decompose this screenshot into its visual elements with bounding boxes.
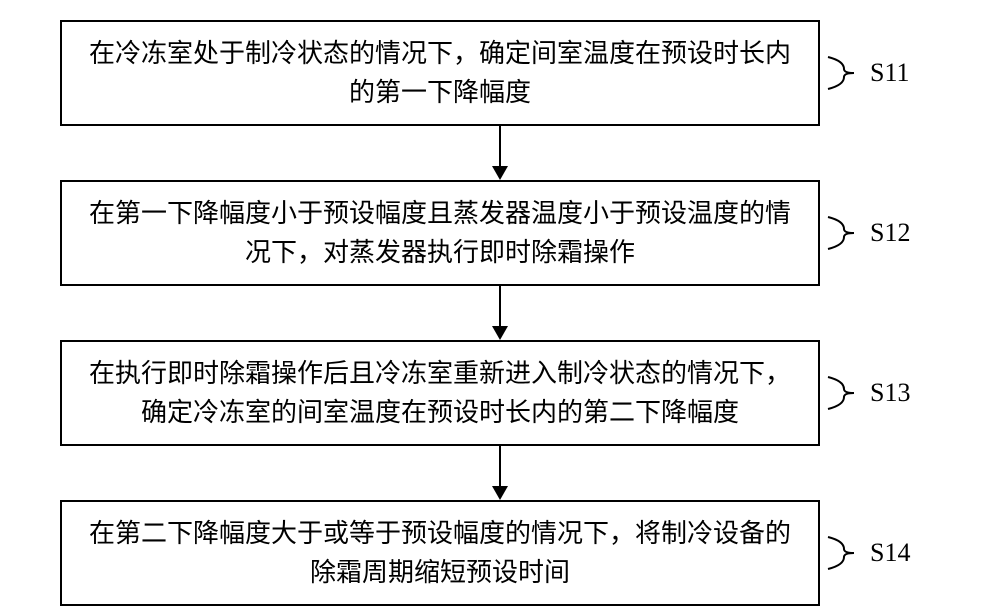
step-label: S12 xyxy=(870,218,910,248)
brace-icon xyxy=(826,55,866,91)
brace-icon xyxy=(826,215,866,251)
step-label: S11 xyxy=(870,58,910,88)
brace-icon xyxy=(826,375,866,411)
flow-row: 在第一下降幅度小于预设幅度且蒸发器温度小于预设温度的情况下，对蒸发器执行即时除霜… xyxy=(60,180,940,286)
step-text: 在执行即时除霜操作后且冷冻室重新进入制冷状态的情况下，确定冷冻室的间室温度在预设… xyxy=(80,354,800,432)
flow-step-s11: 在冷冻室处于制冷状态的情况下，确定间室温度在预设时长内的第一下降幅度 xyxy=(60,20,820,126)
step-text: 在冷冻室处于制冷状态的情况下，确定间室温度在预设时长内的第一下降幅度 xyxy=(80,34,800,112)
step-label-wrap: S12 xyxy=(826,215,910,251)
step-text: 在第二下降幅度大于或等于预设幅度的情况下，将制冷设备的除霜周期缩短预设时间 xyxy=(80,514,800,592)
step-label: S14 xyxy=(870,538,910,568)
step-label: S13 xyxy=(870,378,910,408)
flowchart-container: 在冷冻室处于制冷状态的情况下，确定间室温度在预设时长内的第一下降幅度 S11 在… xyxy=(60,20,940,606)
arrow-wrap xyxy=(120,126,880,180)
flow-step-s13: 在执行即时除霜操作后且冷冻室重新进入制冷状态的情况下，确定冷冻室的间室温度在预设… xyxy=(60,340,820,446)
flow-row: 在冷冻室处于制冷状态的情况下，确定间室温度在预设时长内的第一下降幅度 S11 xyxy=(60,20,940,126)
step-text: 在第一下降幅度小于预设幅度且蒸发器温度小于预设温度的情况下，对蒸发器执行即时除霜… xyxy=(80,194,800,272)
arrow-wrap xyxy=(120,446,880,500)
arrow-wrap xyxy=(120,286,880,340)
flow-row: 在执行即时除霜操作后且冷冻室重新进入制冷状态的情况下，确定冷冻室的间室温度在预设… xyxy=(60,340,940,446)
flow-row: 在第二下降幅度大于或等于预设幅度的情况下，将制冷设备的除霜周期缩短预设时间 S1… xyxy=(60,500,940,606)
step-label-wrap: S13 xyxy=(826,375,910,411)
arrow-down-icon xyxy=(485,286,515,340)
flow-step-s12: 在第一下降幅度小于预设幅度且蒸发器温度小于预设温度的情况下，对蒸发器执行即时除霜… xyxy=(60,180,820,286)
step-label-wrap: S11 xyxy=(826,55,910,91)
arrow-down-icon xyxy=(485,126,515,180)
brace-icon xyxy=(826,535,866,571)
step-label-wrap: S14 xyxy=(826,535,910,571)
arrow-down-icon xyxy=(485,446,515,500)
flow-step-s14: 在第二下降幅度大于或等于预设幅度的情况下，将制冷设备的除霜周期缩短预设时间 xyxy=(60,500,820,606)
